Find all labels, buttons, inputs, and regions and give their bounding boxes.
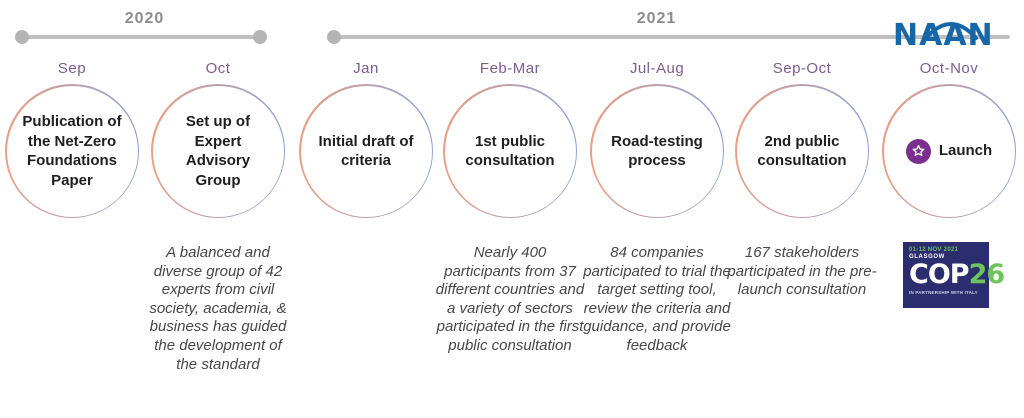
milestone-title: Road-testing process [611, 132, 703, 170]
milestone-description: 84 companies participated to trial the t… [583, 244, 731, 354]
timeline-dot [327, 30, 341, 44]
cop26-partnership: IN PARTNERSHIP WITH ITALY [909, 290, 978, 295]
cop26-number: 26 [968, 259, 1006, 290]
milestone-title: Launch [938, 142, 993, 160]
month-label: Jan [353, 60, 379, 77]
milestone-description: A balanced and diverse group of 42 exper… [149, 244, 287, 373]
milestone-title: 2nd public consultation [757, 132, 847, 170]
milestone-circle: 1st public consultation [443, 84, 577, 218]
timeline-line-2021 [334, 35, 1010, 39]
timeline-dot [15, 30, 29, 44]
milestone-circle: 2nd public consultation [735, 84, 869, 218]
naan-logo-text: NAAN [893, 18, 994, 53]
milestone-description: Nearly 400 participants from 37 differen… [435, 244, 585, 354]
month-label: Oct-Nov [919, 60, 979, 77]
month-label: Jul-Aug [629, 60, 685, 77]
milestone-circle: Initial draft of criteria [299, 84, 433, 218]
month-label: Oct [205, 60, 231, 77]
milestone-title: Publication of the Net-Zero Foundations … [22, 113, 122, 189]
year-label-2020: 2020 [124, 10, 165, 27]
milestone-title: Set up of Expert Advisory Group [185, 113, 251, 189]
timeline-line-2020 [22, 35, 267, 39]
timeline-dot [253, 30, 267, 44]
month-label: Sep [57, 60, 87, 77]
year-label-2021: 2021 [636, 10, 677, 27]
month-label: Feb-Mar [479, 60, 541, 77]
cop26-logo: 01-12 NOV 2021 GLASGOW COP26 IN PARTNERS… [903, 242, 1005, 308]
month-label: Sep-Oct [772, 60, 832, 77]
cop26-dates: 01-12 NOV 2021 [909, 247, 959, 253]
milestone-title: 1st public consultation [465, 132, 555, 170]
star-icon [905, 138, 931, 164]
cop26-city: GLASGOW [909, 254, 945, 260]
milestone-title: Initial draft of criteria [318, 132, 414, 170]
milestone-circle: Publication of the Net-Zero Foundations … [5, 84, 139, 218]
naan-logo: NAAN [893, 16, 1013, 56]
milestone-circle: Road-testing process [590, 84, 724, 218]
milestone-circle: Set up of Expert Advisory Group [151, 84, 285, 218]
milestone-circle: Launch [882, 84, 1016, 218]
cop26-cop-text: COP [909, 259, 970, 290]
milestone-description: 167 stakeholders participated in the pre… [727, 244, 877, 299]
cop26-wordmark: COP26 [909, 259, 1005, 290]
